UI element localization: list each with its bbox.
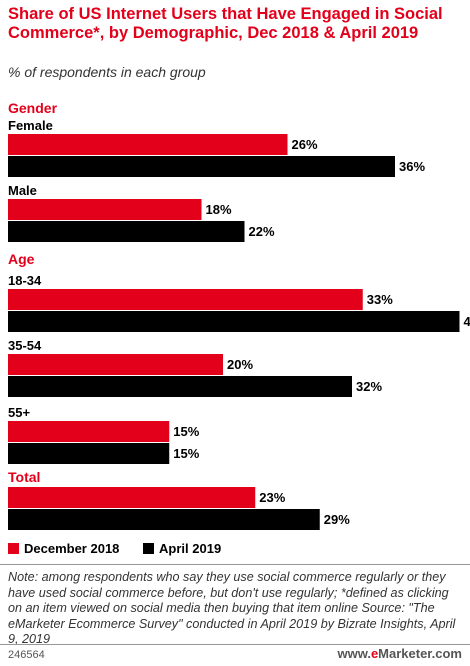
data-label: 18% xyxy=(206,202,232,217)
legend: December 2018 April 2019 xyxy=(8,541,241,557)
data-label: 33% xyxy=(367,292,393,307)
source-note: Note: among respondents who say they use… xyxy=(8,570,456,647)
legend-item-apr-2019: April 2019 xyxy=(143,541,221,556)
divider-bottom xyxy=(0,644,470,645)
bar xyxy=(8,156,395,177)
section-label: Gender xyxy=(8,100,58,116)
brand-prefix: www. xyxy=(337,646,371,661)
bar xyxy=(8,443,170,464)
legend-item-dec-2018: December 2018 xyxy=(8,541,119,556)
legend-label: December 2018 xyxy=(24,541,120,556)
bar-chart: Gender Female 26% 36% Male 18% 22% Age 18-34 33% 4… xyxy=(8,100,470,530)
data-label: 32% xyxy=(356,379,382,394)
section-label: Age xyxy=(8,251,35,267)
brand-suffix: Marketer.com xyxy=(378,646,462,661)
data-label: 20% xyxy=(227,357,253,372)
bar xyxy=(8,487,256,508)
chart-title: Share of US Internet Users that Have Eng… xyxy=(8,5,443,42)
legend-swatch-red xyxy=(8,543,19,554)
legend-label: April 2019 xyxy=(159,541,222,556)
bar xyxy=(8,134,288,155)
data-label: 22% xyxy=(249,224,275,239)
bar xyxy=(8,376,352,397)
bar xyxy=(8,199,202,220)
category-label: 55+ xyxy=(8,405,30,420)
data-label: 23% xyxy=(259,490,285,505)
data-label: 29% xyxy=(324,512,350,527)
bar xyxy=(8,421,170,442)
bar xyxy=(8,221,245,242)
data-label: 15% xyxy=(173,446,199,461)
bar xyxy=(8,354,223,375)
chart-subtitle: % of respondents in each group xyxy=(8,64,206,80)
category-label: Male xyxy=(8,183,37,198)
data-label: 42% xyxy=(464,314,470,329)
category-label: 18-34 xyxy=(8,273,42,288)
chart-id: 246564 xyxy=(8,649,45,661)
category-label: 35-54 xyxy=(8,338,42,353)
data-label: 15% xyxy=(173,424,199,439)
bar xyxy=(8,311,460,332)
data-label: 36% xyxy=(399,159,425,174)
section-label: Total xyxy=(8,469,40,485)
brand-e: e xyxy=(370,646,379,661)
legend-swatch-black xyxy=(143,543,155,554)
bar xyxy=(8,289,363,310)
divider-top xyxy=(0,564,470,565)
bar xyxy=(8,509,320,530)
data-label: 26% xyxy=(292,137,318,152)
category-label: Female xyxy=(8,118,53,133)
brand-logo: www.eMarketer.com xyxy=(337,646,462,661)
